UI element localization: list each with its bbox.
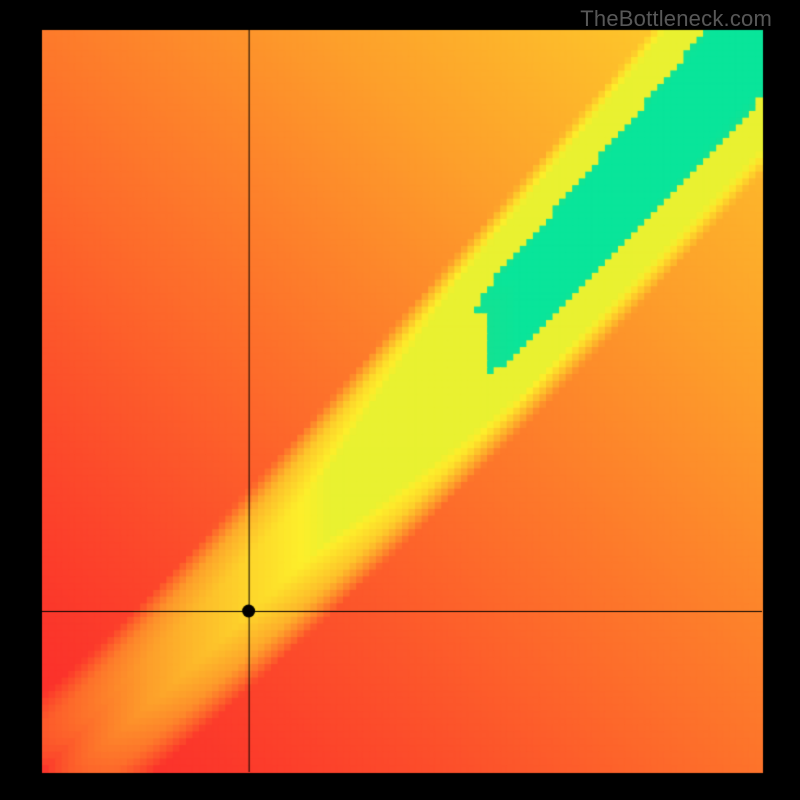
chart-root: TheBottleneck.com xyxy=(0,0,800,800)
watermark-text: TheBottleneck.com xyxy=(580,6,772,32)
bottleneck-heatmap-canvas xyxy=(0,0,800,800)
